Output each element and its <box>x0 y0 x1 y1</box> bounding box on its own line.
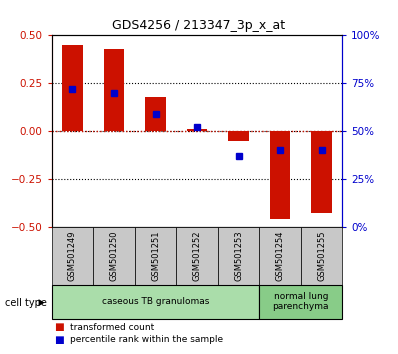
Bar <box>62 45 83 131</box>
FancyBboxPatch shape <box>259 227 301 285</box>
Text: GSM501250: GSM501250 <box>109 230 119 281</box>
FancyBboxPatch shape <box>176 227 218 285</box>
Text: GSM501254: GSM501254 <box>275 230 285 281</box>
Text: percentile rank within the sample: percentile rank within the sample <box>70 335 223 344</box>
Text: ■: ■ <box>54 335 63 345</box>
Text: GSM501253: GSM501253 <box>234 230 243 281</box>
Text: caseous TB granulomas: caseous TB granulomas <box>102 297 209 306</box>
Polygon shape <box>39 299 45 306</box>
Text: GSM501252: GSM501252 <box>193 230 201 281</box>
FancyBboxPatch shape <box>259 285 342 319</box>
Text: GSM501255: GSM501255 <box>317 230 326 281</box>
FancyBboxPatch shape <box>135 227 176 285</box>
Bar <box>103 49 124 131</box>
Bar <box>187 129 207 131</box>
FancyBboxPatch shape <box>93 227 135 285</box>
Text: GDS4256 / 213347_3p_x_at: GDS4256 / 213347_3p_x_at <box>113 19 285 33</box>
FancyBboxPatch shape <box>52 285 259 319</box>
Bar <box>228 131 249 141</box>
FancyBboxPatch shape <box>218 227 259 285</box>
FancyBboxPatch shape <box>52 227 93 285</box>
Bar <box>145 97 166 131</box>
Text: GSM501249: GSM501249 <box>68 230 77 281</box>
Text: ■: ■ <box>54 322 63 332</box>
FancyBboxPatch shape <box>301 227 342 285</box>
Text: GSM501251: GSM501251 <box>151 230 160 281</box>
Text: normal lung
parenchyma: normal lung parenchyma <box>273 292 329 312</box>
Bar <box>311 131 332 213</box>
Bar <box>270 131 291 219</box>
Text: transformed count: transformed count <box>70 323 154 332</box>
Text: cell type: cell type <box>5 298 47 308</box>
